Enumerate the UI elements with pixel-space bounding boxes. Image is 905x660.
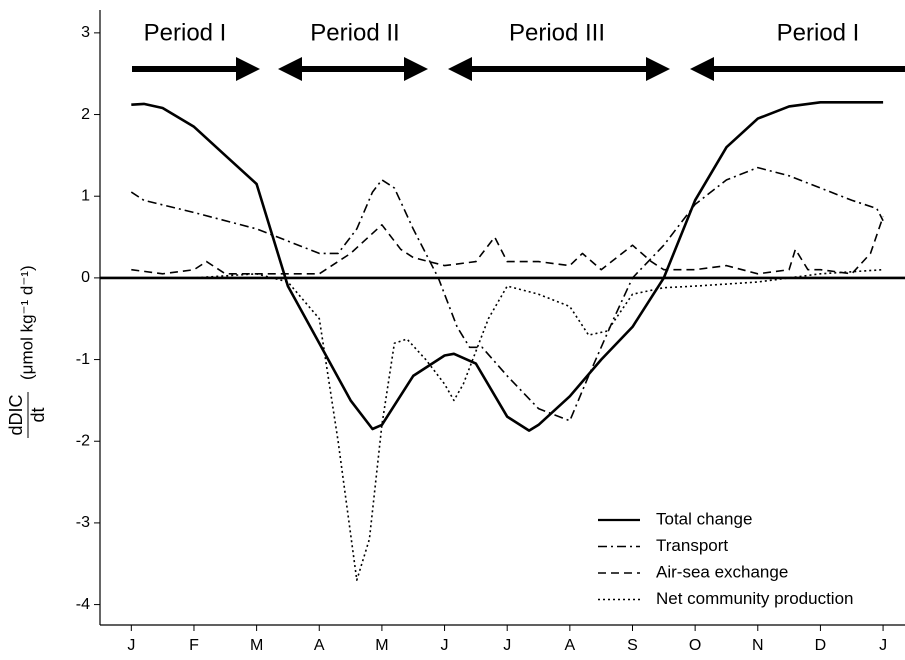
series-line xyxy=(131,216,884,275)
x-tick-label: J xyxy=(441,637,449,654)
legend-label: Transport xyxy=(656,536,728,555)
x-tick-label: D xyxy=(815,637,827,654)
legend-label: Total change xyxy=(656,509,752,528)
y-tick-label: -4 xyxy=(76,596,90,613)
period-label: Period III xyxy=(509,19,605,46)
x-tick-label: A xyxy=(565,637,576,654)
x-tick-label: J xyxy=(503,637,511,654)
series-line xyxy=(130,166,884,422)
period-label: Period I xyxy=(144,19,227,46)
y-tick-label: 1 xyxy=(81,187,90,204)
y-label-denominator: dt xyxy=(28,407,48,422)
y-tick-label: 2 xyxy=(81,106,90,123)
y-tick-label: 0 xyxy=(81,269,90,286)
series-line xyxy=(131,101,884,432)
y-tick-label: 3 xyxy=(81,24,90,41)
y-label-units: (μmol kg⁻¹ d⁻¹) xyxy=(17,265,36,380)
y-axis-label: dDIC dt (μmol kg⁻¹ d⁻¹) xyxy=(6,265,48,438)
series-line xyxy=(131,268,884,581)
y-tick-label: -1 xyxy=(76,351,90,368)
x-tick-label: J xyxy=(879,637,887,654)
x-tick-label: J xyxy=(127,637,135,654)
x-tick-label: M xyxy=(250,637,263,654)
legend-label: Net community production xyxy=(656,589,853,608)
y-label-numerator: dDIC xyxy=(6,394,26,435)
x-tick-label: N xyxy=(752,637,764,654)
period-label: Period I xyxy=(777,19,860,46)
y-tick-label: -3 xyxy=(76,514,90,531)
x-tick-label: S xyxy=(627,637,638,654)
period-label: Period II xyxy=(310,19,399,46)
y-tick-label: -2 xyxy=(76,432,90,449)
x-tick-label: A xyxy=(314,637,325,654)
legend-label: Air-sea exchange xyxy=(656,562,788,581)
x-tick-label: F xyxy=(189,637,199,654)
x-tick-label: O xyxy=(689,637,701,654)
x-tick-label: M xyxy=(375,637,388,654)
